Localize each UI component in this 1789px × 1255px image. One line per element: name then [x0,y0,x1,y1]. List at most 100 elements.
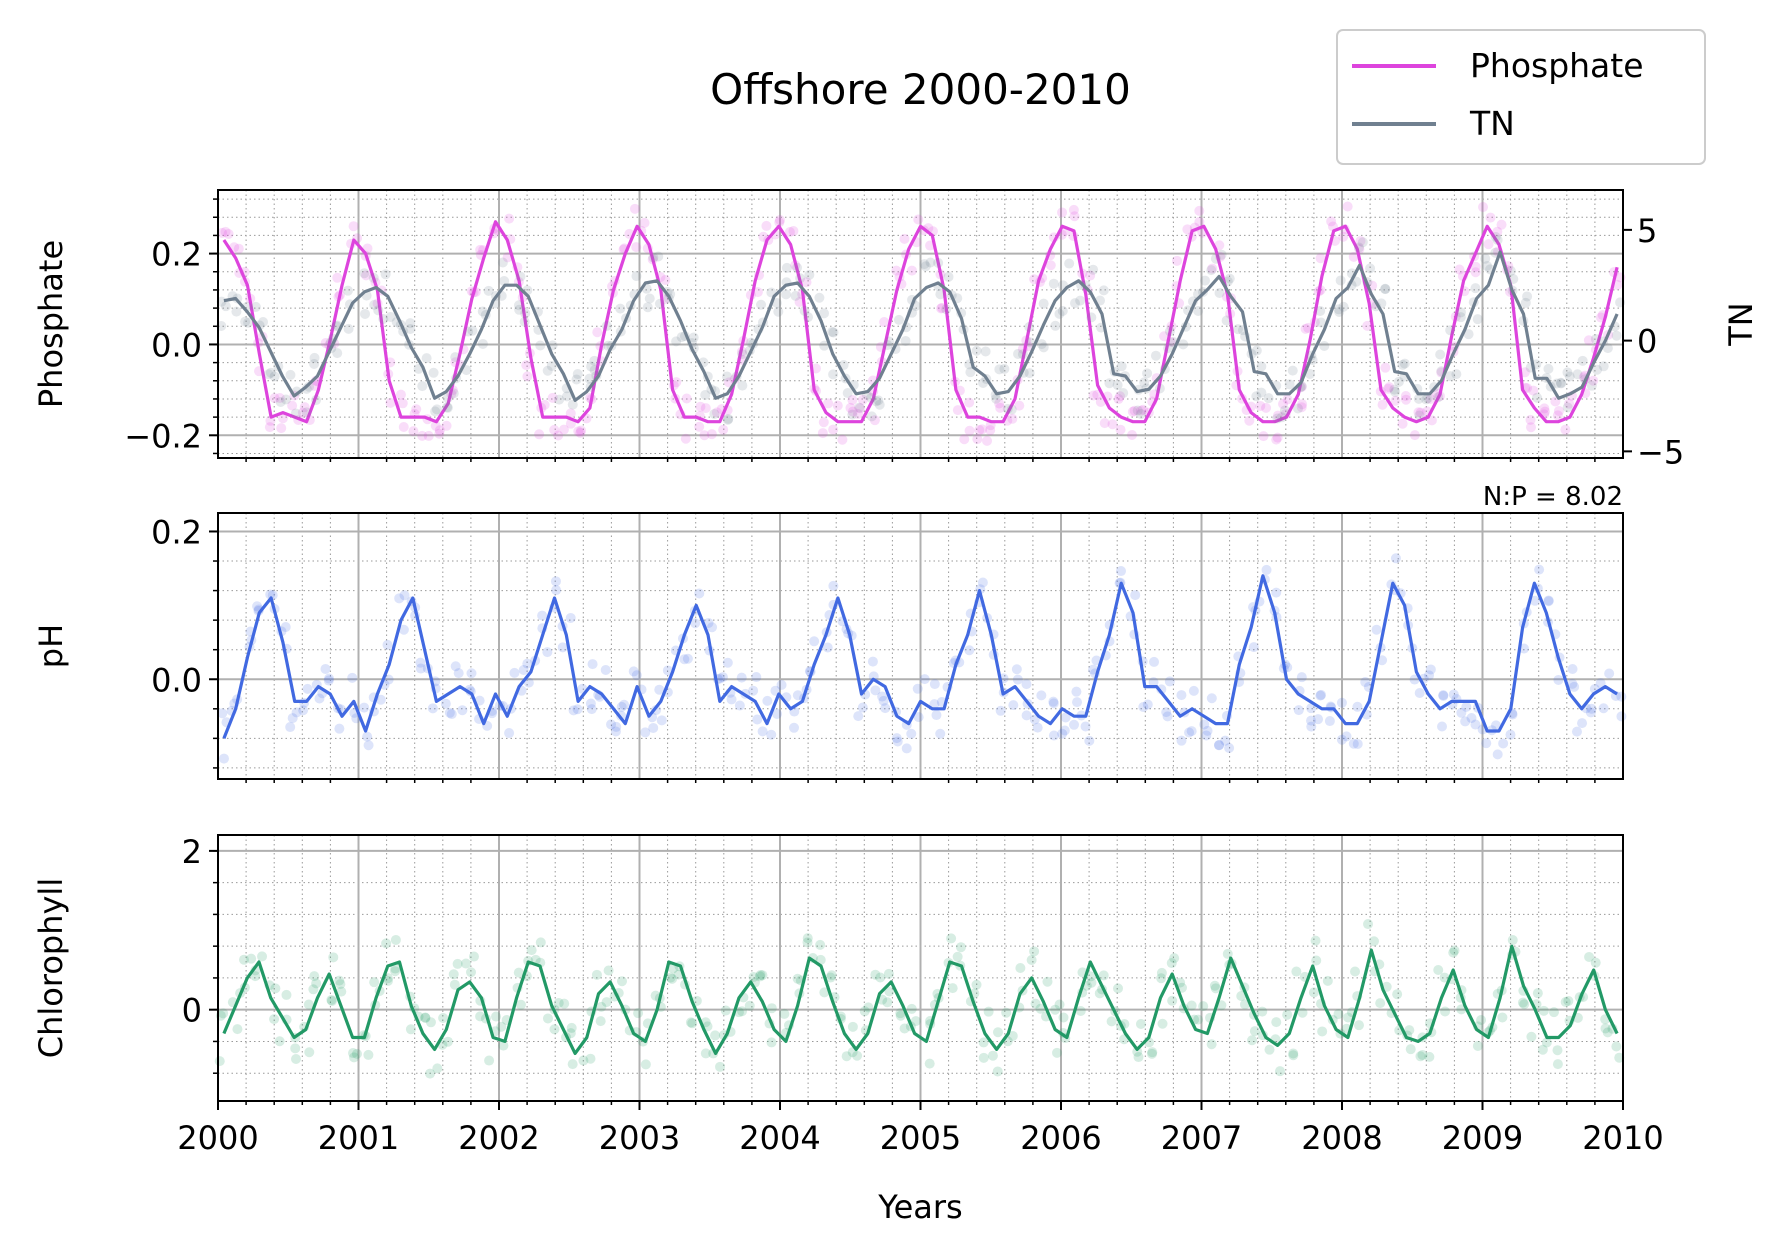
data-point [853,711,864,722]
data-point [1127,406,1138,417]
data-point [551,585,562,596]
data-point [309,971,320,982]
data-point [857,702,868,713]
data-point [1261,402,1272,413]
data-point [1224,743,1235,754]
data-point [1380,283,1391,294]
data-point [676,332,687,343]
data-point [1272,432,1283,443]
data-point [466,967,477,978]
data-point [1336,734,1347,745]
data-point [1543,363,1554,374]
data-point [1456,707,1467,718]
data-point [1116,566,1127,577]
data-point [301,407,312,418]
data-point [1602,343,1613,354]
data-point [1201,730,1212,741]
data-point [1251,345,1262,356]
data-point [1526,422,1537,433]
data-point [382,975,393,986]
data-point [277,413,288,424]
data-point [943,271,954,282]
data-point [571,374,582,385]
data-point [1397,418,1408,429]
x-tick-label: 2007 [1161,1119,1242,1157]
data-point [466,668,477,679]
data-point [971,979,982,990]
data-point [936,303,947,314]
data-point [853,408,864,419]
data-point [596,1001,607,1012]
data-point [250,301,261,312]
data-point [450,661,461,672]
data-point [553,997,564,1008]
data-point [1595,678,1606,689]
data-point [1470,267,1481,278]
data-point [1264,1044,1275,1055]
data-point [1590,334,1601,345]
data-point [1308,987,1319,998]
data-point [1413,407,1424,418]
data-point [1199,719,1210,730]
series-ph [217,553,1627,764]
data-point [274,1036,285,1047]
data-point [1106,1016,1117,1027]
data-point [1182,224,1193,235]
data-point [1263,393,1274,404]
data-point [285,722,296,733]
data-point [771,297,782,308]
data-point [640,1059,651,1070]
data-point [1534,564,1545,575]
data-point [442,402,453,413]
data-point [1598,361,1609,372]
data-point [792,973,803,984]
data-point [995,705,1006,716]
data-point [1497,1012,1508,1023]
data-point [309,352,320,363]
data-point [1094,988,1105,999]
data-point [1276,412,1287,423]
data-point [1389,384,1400,395]
data-point [1038,298,1049,309]
data-point [334,723,345,734]
data-point [707,622,718,633]
data-point [1306,721,1317,732]
data-point [589,365,600,376]
data-point [774,215,785,226]
data-point [1552,410,1563,421]
data-point [1013,348,1024,359]
data-point [1470,719,1481,730]
data-point [1069,719,1080,730]
data-point [553,430,564,441]
data-point [814,292,825,303]
data-point [1085,971,1096,982]
data-point [1210,983,1221,994]
data-point [1491,720,1502,731]
data-point [644,293,655,304]
data-point [631,670,642,681]
data-point [1113,983,1124,994]
data-point [434,428,445,439]
data-point [360,308,371,319]
data-point [995,402,1006,413]
data-point [1583,335,1594,346]
data-point [648,252,659,263]
data-point [1287,365,1298,376]
data-point [522,371,533,382]
data-point [1400,391,1411,402]
data-point [901,743,912,754]
data-point [1556,378,1567,389]
data-point [1154,383,1165,394]
data-point [920,261,931,272]
data-point [1466,713,1477,724]
data-point [290,408,301,419]
data-point [999,363,1010,374]
data-point [513,300,524,311]
data-point [1563,995,1574,1006]
data-point [1036,339,1047,350]
data-point [700,1048,711,1059]
data-point [1496,219,1507,230]
data-point [1249,1026,1260,1037]
data-point [348,1048,359,1059]
data-point [847,406,858,417]
